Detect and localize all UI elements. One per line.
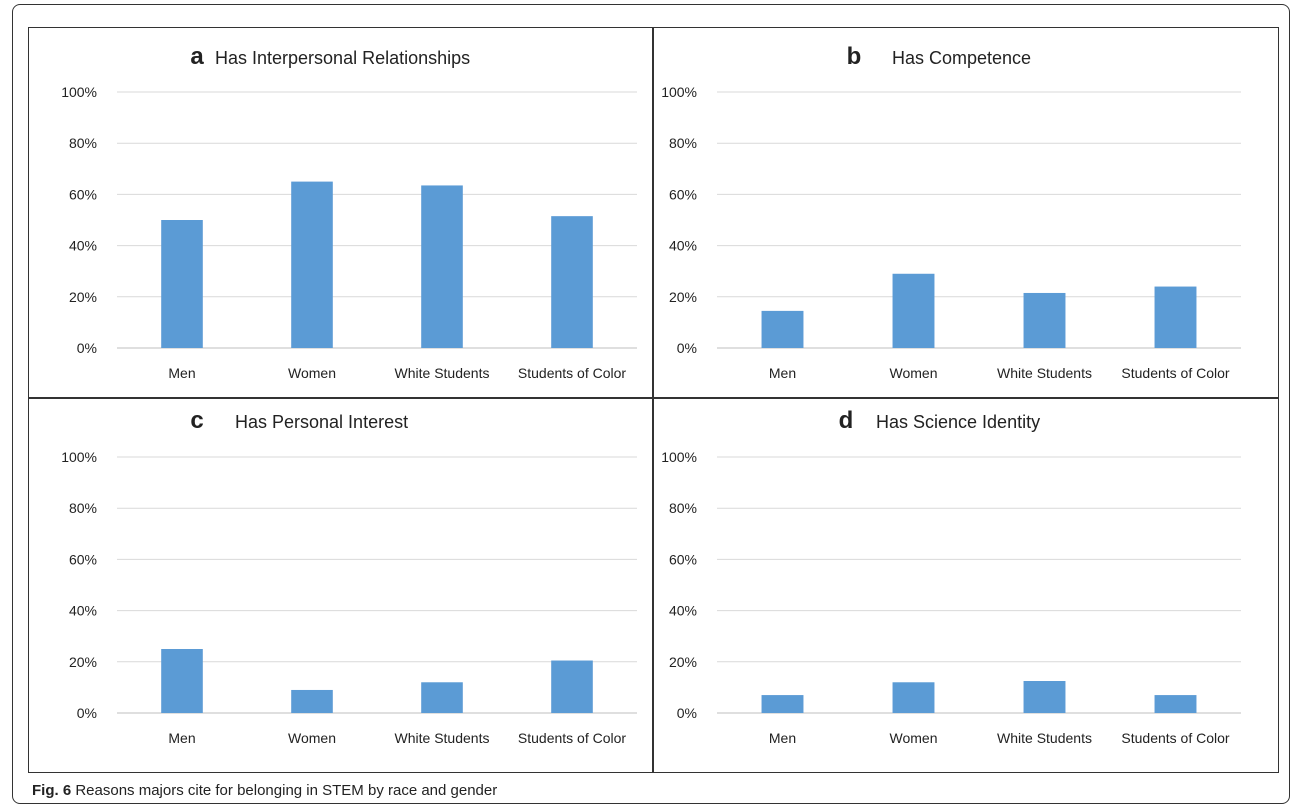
chart-title: Has Science Identity: [876, 412, 1040, 432]
x-tick-label: Men: [168, 730, 195, 746]
bar-white-students: [1023, 292, 1066, 348]
y-tick-label: 20%: [669, 289, 697, 305]
y-tick-label: 0%: [77, 705, 97, 721]
panel-letter: c: [190, 407, 203, 434]
bar-white-students: [421, 682, 463, 713]
y-tick-label: 80%: [669, 500, 697, 516]
x-tick-label: White Students: [997, 730, 1092, 746]
bar-students-of-color: [551, 216, 593, 348]
bar-women: [892, 682, 935, 713]
y-tick-label: 0%: [77, 340, 97, 356]
y-tick-label: 60%: [69, 551, 97, 567]
bar-students-of-color: [1154, 695, 1197, 713]
x-tick-label: Students of Color: [518, 730, 627, 746]
x-tick-label: White Students: [997, 365, 1092, 381]
x-tick-label: Men: [769, 730, 796, 746]
y-tick-label: 60%: [669, 186, 697, 202]
y-tick-label: 40%: [669, 238, 697, 254]
x-tick-label: Students of Color: [518, 365, 627, 381]
x-tick-label: Women: [288, 365, 336, 381]
x-tick-label: White Students: [395, 365, 490, 381]
figure-caption-text: Reasons majors cite for belonging in STE…: [71, 782, 498, 799]
chart-title: Has Interpersonal Relationships: [215, 48, 470, 68]
bar-men: [161, 220, 203, 348]
bar-men: [761, 310, 804, 348]
y-tick-label: 100%: [661, 449, 697, 465]
bar-students-of-color: [1154, 286, 1197, 348]
y-tick-label: 0%: [677, 340, 697, 356]
bar-men: [161, 649, 203, 713]
x-tick-label: Students of Color: [1121, 730, 1230, 746]
figure-caption: Fig. 6 Reasons majors cite for belonging…: [32, 782, 497, 799]
x-tick-label: Women: [288, 730, 336, 746]
panel-divider-horizontal: [28, 397, 1279, 399]
y-tick-label: 80%: [69, 500, 97, 516]
y-tick-label: 20%: [69, 289, 97, 305]
bar-women: [892, 273, 935, 348]
x-tick-label: Men: [769, 365, 796, 381]
y-tick-label: 100%: [661, 84, 697, 100]
y-tick-label: 20%: [69, 654, 97, 670]
x-tick-label: Students of Color: [1121, 365, 1230, 381]
x-tick-label: Women: [890, 365, 938, 381]
figure-frame: [12, 4, 1290, 804]
x-tick-label: Men: [168, 365, 195, 381]
chart-title: Has Competence: [892, 48, 1031, 68]
bar-students-of-color: [551, 660, 593, 713]
y-tick-label: 40%: [69, 238, 97, 254]
y-tick-label: 100%: [61, 449, 97, 465]
chart-title: Has Personal Interest: [235, 412, 408, 432]
x-tick-label: Women: [890, 730, 938, 746]
bar-women: [291, 689, 333, 713]
y-tick-label: 80%: [669, 135, 697, 151]
panel-grid: [28, 27, 1279, 773]
bar-women: [291, 181, 333, 348]
panel-letter: a: [190, 43, 204, 70]
y-tick-label: 100%: [61, 84, 97, 100]
y-tick-label: 0%: [677, 705, 697, 721]
x-tick-label: White Students: [395, 730, 490, 746]
y-tick-label: 80%: [69, 135, 97, 151]
bar-men: [761, 695, 804, 713]
bar-white-students: [1023, 681, 1066, 713]
panel-divider-vertical: [652, 27, 654, 773]
y-tick-label: 40%: [669, 603, 697, 619]
y-tick-label: 60%: [69, 186, 97, 202]
panel-letter: b: [847, 43, 862, 70]
bar-white-students: [421, 185, 463, 348]
y-tick-label: 20%: [669, 654, 697, 670]
panel-letter: d: [839, 407, 854, 434]
figure-caption-label: Fig. 6: [32, 782, 72, 799]
y-tick-label: 60%: [669, 551, 697, 567]
y-tick-label: 40%: [69, 603, 97, 619]
